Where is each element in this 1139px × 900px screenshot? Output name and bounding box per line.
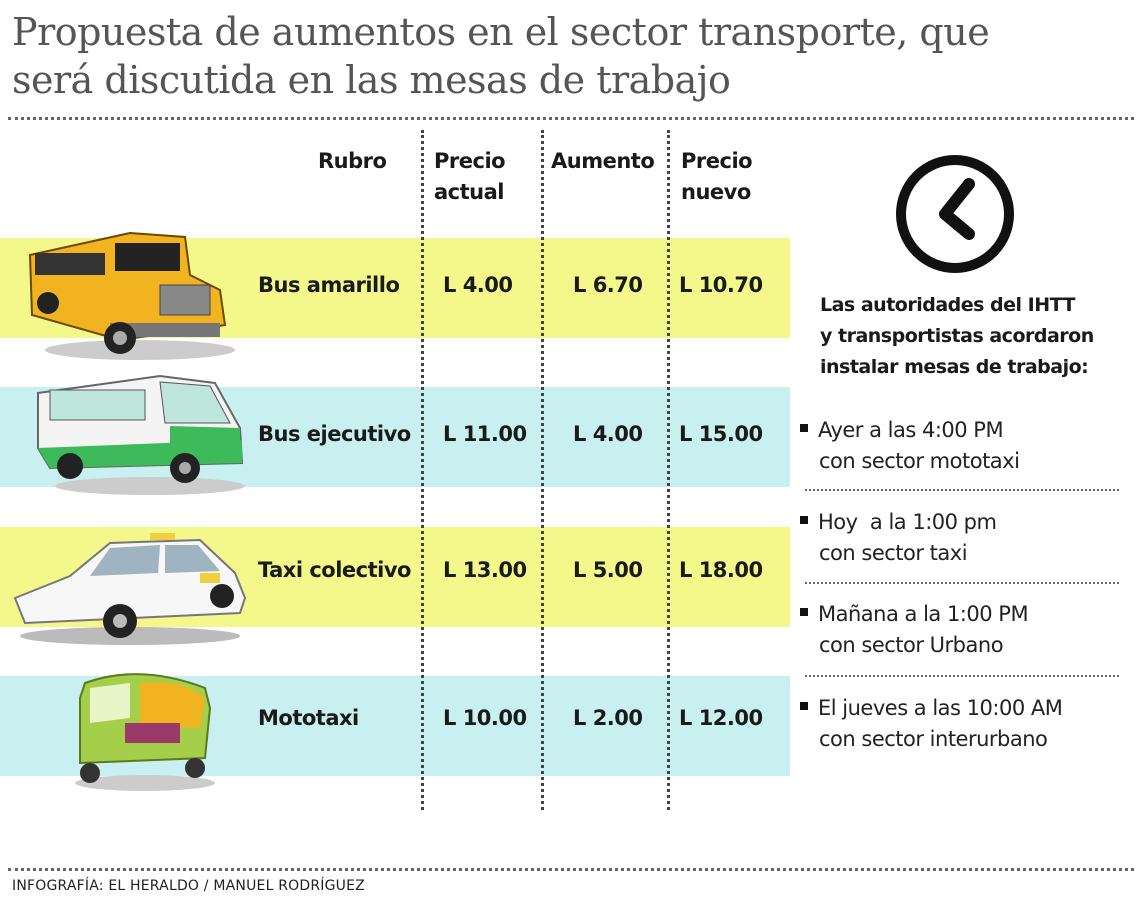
meeting-item: Mañana a la 1:00 PM con sector Urbano (800, 599, 1029, 661)
header-text: Precio (434, 149, 506, 173)
column-divider (541, 130, 544, 810)
header-precio-actual: Precio actual (434, 146, 506, 208)
aumento-cell: L 2.00 (573, 706, 643, 730)
credit: INFOGRAFÍA: EL HERALDO / MANUEL RODRÍGUE… (12, 878, 365, 894)
title: Propuesta de aumentos en el sector trans… (12, 8, 990, 104)
header-precio-nuevo: Precio nuevo (681, 146, 753, 208)
header-text: actual (434, 180, 504, 204)
meeting-time: Ayer a las 4:00 PM (818, 418, 1004, 442)
precio-nuevo-cell: L 12.00 (679, 706, 763, 730)
rubro-cell: Mototaxi (258, 706, 359, 730)
precio-actual-cell: L 11.00 (443, 422, 527, 446)
meeting-time: El jueves a las 10:00 AM (818, 696, 1063, 720)
aumento-cell: L 6.70 (573, 273, 643, 297)
meeting-time: Hoy a la 1:00 pm (818, 510, 997, 534)
precio-nuevo-cell: L 10.70 (679, 273, 763, 297)
intro-line: Las autoridades del IHTT (820, 294, 1075, 316)
school-bus-icon (28, 231, 235, 360)
intro-line: instalar mesas de trabajo: (820, 356, 1089, 378)
minibus-icon (37, 374, 245, 495)
meeting-time: Mañana a la 1:00 PM (818, 602, 1029, 626)
precio-nuevo-cell: L 15.00 (679, 422, 763, 446)
divider (805, 675, 1119, 677)
precio-nuevo-cell: L 18.00 (679, 558, 763, 582)
precio-actual-cell: L 10.00 (443, 706, 527, 730)
meeting-item: El jueves a las 10:00 AM con sector inte… (800, 693, 1063, 755)
aumento-cell: L 5.00 (573, 558, 643, 582)
rubro-cell: Taxi colectivo (258, 558, 411, 582)
title-line-2: será discutida en las mesas de trabajo (12, 58, 731, 102)
header-aumento: Aumento (551, 149, 655, 173)
precio-actual-cell: L 4.00 (443, 273, 513, 297)
header-rubro: Rubro (318, 149, 387, 173)
clock-icon (896, 155, 1014, 273)
precio-actual-cell: L 13.00 (443, 558, 527, 582)
divider (805, 582, 1119, 584)
meeting-sector: con sector interurbano (819, 727, 1048, 751)
meeting-item: Ayer a las 4:00 PM con sector mototaxi (800, 415, 1020, 477)
bullet-icon (800, 424, 808, 432)
divider (8, 868, 1134, 871)
column-divider (421, 130, 424, 810)
meeting-sector: con sector Urbano (819, 633, 1004, 657)
header-text: Precio (681, 149, 753, 173)
meeting-sector: con sector taxi (819, 541, 968, 565)
meeting-sector: con sector mototaxi (819, 449, 1020, 473)
divider (805, 489, 1119, 491)
meeting-item: Hoy a la 1:00 pm con sector taxi (800, 507, 997, 569)
mototaxi-icon (75, 673, 215, 791)
rubro-cell: Bus ejecutivo (258, 422, 411, 446)
taxi-icon (13, 533, 247, 645)
bullet-icon (800, 702, 808, 710)
header-text: nuevo (681, 180, 751, 204)
intro-line: y transportistas acordaron (820, 325, 1094, 347)
title-line-1: Propuesta de aumentos en el sector trans… (12, 10, 990, 54)
aumento-cell: L 4.00 (573, 422, 643, 446)
divider (8, 117, 1134, 120)
bullet-icon (800, 516, 808, 524)
bullet-icon (800, 608, 808, 616)
rubro-cell: Bus amarillo (258, 273, 400, 297)
column-divider (667, 130, 670, 810)
intro-text: Las autoridades del IHTT y transportista… (820, 290, 1094, 383)
